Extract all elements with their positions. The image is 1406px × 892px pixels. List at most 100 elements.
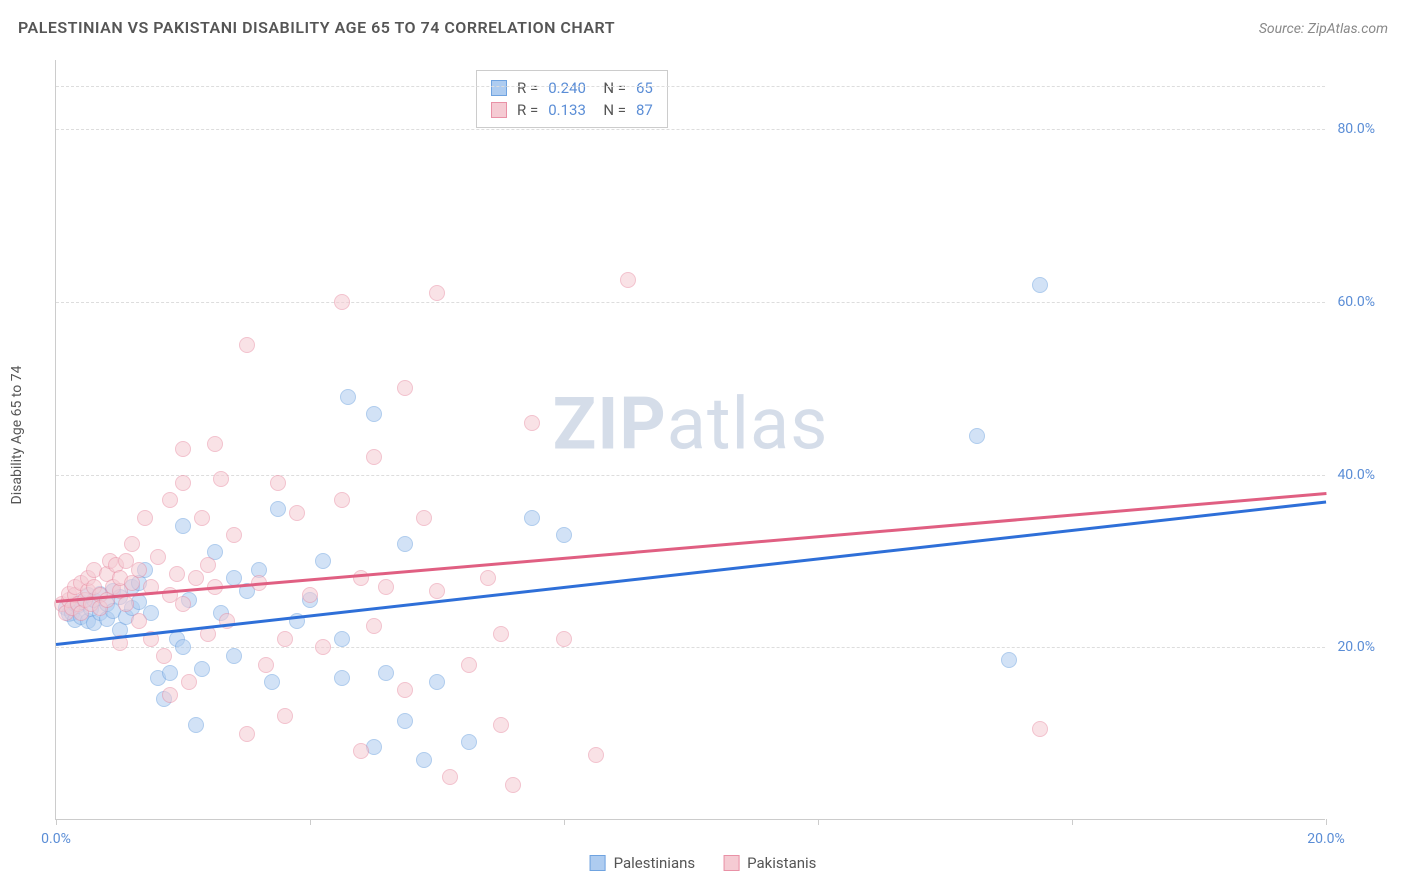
- scatter-point: [277, 631, 293, 647]
- x-tick: [818, 819, 819, 825]
- scatter-point: [524, 510, 540, 526]
- scatter-point: [188, 717, 204, 733]
- scatter-point: [493, 717, 509, 733]
- scatter-point: [188, 570, 204, 586]
- scatter-point: [207, 436, 223, 452]
- grid-line: [56, 647, 1325, 648]
- scatter-point: [131, 613, 147, 629]
- grid-line: [56, 86, 1325, 87]
- stat-n-value: 87: [636, 101, 653, 119]
- stats-row: R = 0.240 N = 65: [491, 77, 653, 99]
- legend-item: Pakistanis: [723, 854, 816, 872]
- stat-r-label: R =: [517, 101, 538, 119]
- x-tick: [564, 819, 565, 825]
- scatter-point: [315, 639, 331, 655]
- scatter-point: [397, 682, 413, 698]
- scatter-point: [524, 415, 540, 431]
- scatter-point: [194, 510, 210, 526]
- scatter-point: [175, 518, 191, 534]
- watermark-bold: ZIP: [553, 382, 667, 467]
- scatter-point: [366, 406, 382, 422]
- legend-swatch: [491, 102, 507, 118]
- scatter-point: [200, 557, 216, 573]
- scatter-point: [213, 471, 229, 487]
- x-tick: [1072, 819, 1073, 825]
- scatter-point: [378, 665, 394, 681]
- scatter-point: [397, 713, 413, 729]
- stats-row: R = 0.133 N = 87: [491, 99, 653, 121]
- scatter-point: [239, 337, 255, 353]
- watermark-light: atlas: [667, 382, 829, 467]
- scatter-point: [366, 449, 382, 465]
- scatter-point: [397, 536, 413, 552]
- chart-title: PALESTINIAN VS PAKISTANI DISABILITY AGE …: [18, 18, 615, 37]
- y-tick-label: 20.0%: [1327, 639, 1375, 655]
- scatter-point: [334, 294, 350, 310]
- legend-swatch: [590, 855, 606, 871]
- scatter-point: [315, 553, 331, 569]
- legend-swatch: [723, 855, 739, 871]
- scatter-point: [175, 639, 191, 655]
- stat-r-value: 0.240: [548, 79, 586, 97]
- scatter-point: [150, 549, 166, 565]
- scatter-point: [226, 648, 242, 664]
- scatter-point: [366, 618, 382, 634]
- x-tick: [310, 819, 311, 825]
- y-tick-label: 80.0%: [1327, 121, 1375, 137]
- legend-label: Palestinians: [614, 854, 696, 872]
- scatter-point: [175, 475, 191, 491]
- x-tick: [56, 819, 57, 825]
- y-tick-label: 60.0%: [1327, 294, 1375, 310]
- grid-line: [56, 129, 1325, 130]
- grid-line: [56, 475, 1325, 476]
- scatter-point: [620, 272, 636, 288]
- stat-r-value: 0.133: [548, 101, 586, 119]
- scatter-point: [334, 631, 350, 647]
- x-tick: [1326, 819, 1327, 825]
- watermark: ZIPatlas: [553, 382, 829, 467]
- grid-line: [56, 302, 1325, 303]
- scatter-point: [302, 587, 318, 603]
- scatter-point: [175, 596, 191, 612]
- scatter-point: [270, 501, 286, 517]
- scatter-point: [258, 657, 274, 673]
- scatter-point: [588, 747, 604, 763]
- scatter-point: [219, 613, 235, 629]
- scatter-point: [162, 492, 178, 508]
- scatter-point: [289, 505, 305, 521]
- trend-line: [56, 500, 1326, 645]
- stats-legend-box: R = 0.240 N = 65R = 0.133 N = 87: [476, 70, 668, 128]
- scatter-point: [480, 570, 496, 586]
- scatter-point: [169, 566, 185, 582]
- scatter-point: [556, 527, 572, 543]
- y-axis-label: Disability Age 65 to 74: [9, 366, 25, 505]
- x-tick-label: 0.0%: [41, 831, 71, 847]
- plot-area: ZIPatlas R = 0.240 N = 65R = 0.133 N = 8…: [55, 60, 1325, 820]
- scatter-point: [137, 510, 153, 526]
- scatter-point: [334, 670, 350, 686]
- stat-n-label: N =: [596, 79, 626, 97]
- scatter-point: [969, 428, 985, 444]
- scatter-point: [378, 579, 394, 595]
- bottom-legend: Palestinians Pakistanis: [590, 854, 817, 872]
- scatter-point: [461, 657, 477, 673]
- scatter-point: [334, 492, 350, 508]
- scatter-point: [1001, 652, 1017, 668]
- scatter-point: [131, 562, 147, 578]
- scatter-point: [156, 648, 172, 664]
- legend-item: Palestinians: [590, 854, 696, 872]
- scatter-point: [397, 380, 413, 396]
- scatter-point: [442, 769, 458, 785]
- scatter-point: [429, 674, 445, 690]
- chart-header: PALESTINIAN VS PAKISTANI DISABILITY AGE …: [18, 18, 1388, 37]
- scatter-point: [181, 674, 197, 690]
- chart-area: Disability Age 65 to 74 ZIPatlas R = 0.2…: [55, 50, 1375, 820]
- stat-r-label: R =: [517, 79, 538, 97]
- scatter-point: [505, 777, 521, 793]
- stat-n-value: 65: [636, 79, 653, 97]
- scatter-point: [239, 726, 255, 742]
- scatter-point: [1032, 721, 1048, 737]
- scatter-point: [416, 510, 432, 526]
- scatter-point: [162, 665, 178, 681]
- scatter-point: [162, 687, 178, 703]
